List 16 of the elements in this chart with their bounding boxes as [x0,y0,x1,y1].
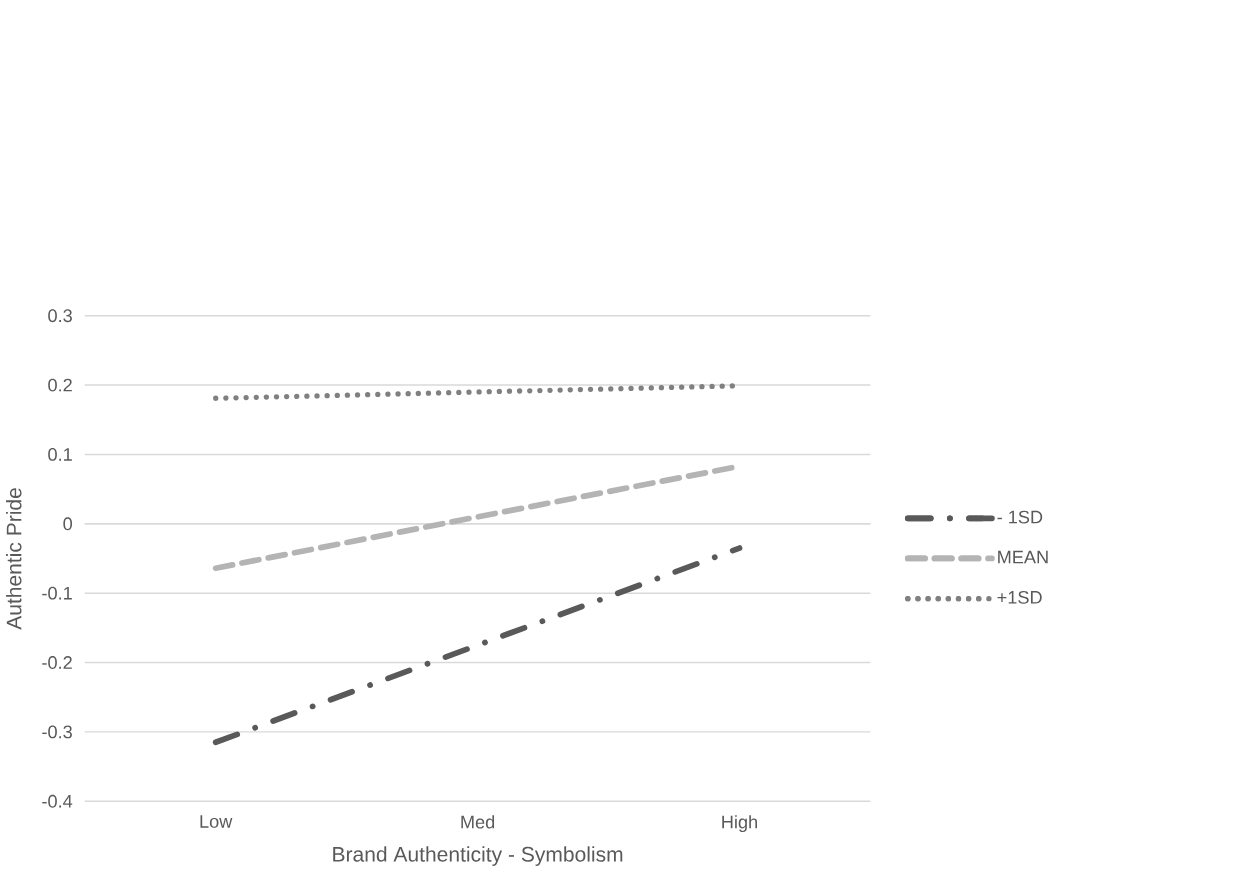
y-axis-title: Authentic Pride [6,488,22,630]
y-tick-label: -0.3 [42,725,72,739]
y-tick-label: 0.1 [48,448,72,461]
y-tick-label: -0.4 [42,794,73,808]
legend-label: MEAN [998,550,1048,564]
x-tick-label: Low [200,815,233,828]
x-tick-label: Med [461,815,495,829]
legend-label: - 1SD [997,510,1043,524]
y-tick-label: -0.2 [42,656,72,669]
y-tick-label: 0.3 [48,309,72,323]
legend-label: +1SD [997,590,1042,604]
y-tick-label: 0.2 [48,378,72,392]
x-tick-label: High [722,815,757,833]
y-tick-label: -0.1 [42,586,72,600]
x-axis-title: Brand Authenticity - Symbolism [333,846,623,866]
y-tick-label: 0 [63,517,73,531]
